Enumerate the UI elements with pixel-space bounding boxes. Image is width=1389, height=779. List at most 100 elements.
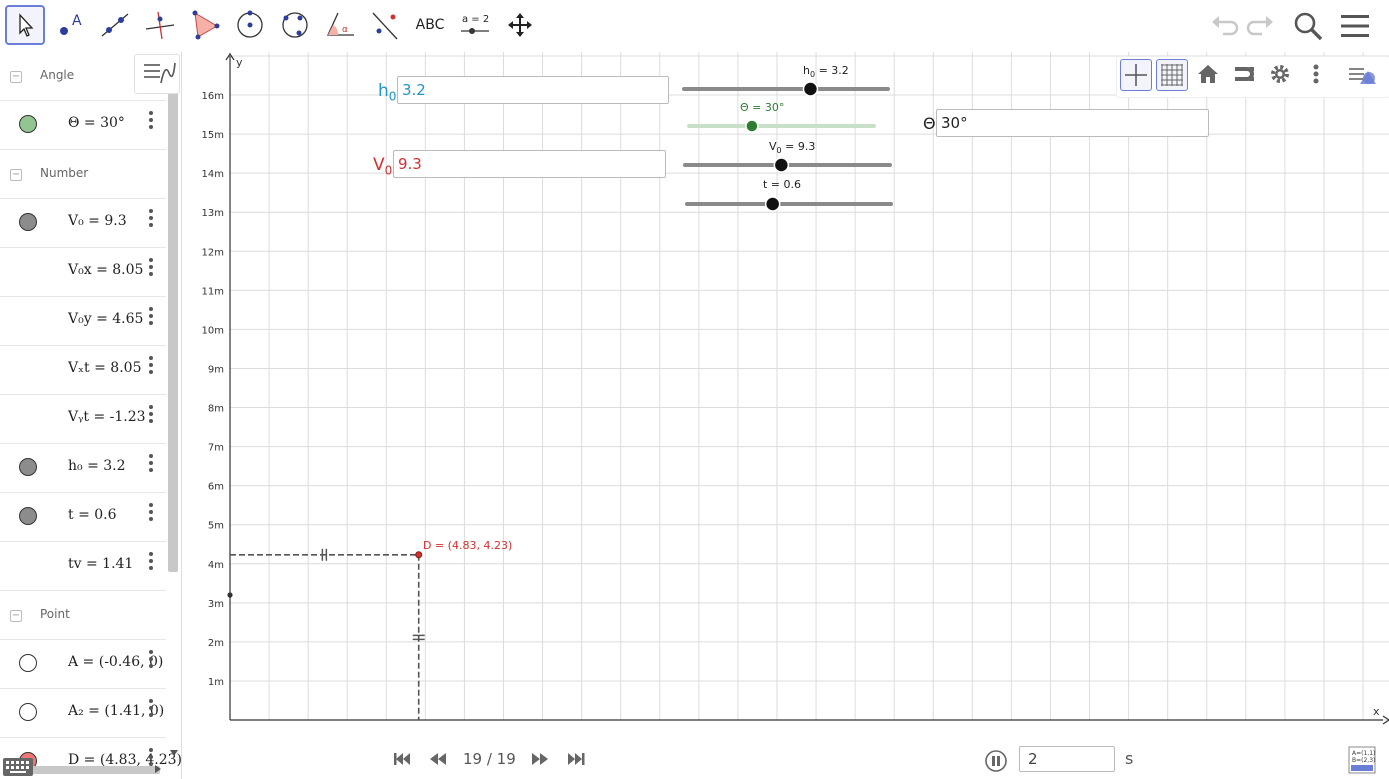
more-options-icon[interactable] [149, 503, 153, 524]
collapse-icon[interactable]: − [10, 169, 22, 181]
visibility-toggle-icon[interactable] [19, 703, 37, 721]
more-options-icon[interactable] [149, 356, 153, 377]
line-tool-button[interactable] [95, 5, 135, 45]
standard-view-button[interactable] [1193, 59, 1225, 91]
algebra-row-v0x[interactable]: V₀x = 8.05 [0, 248, 166, 297]
more-options-icon[interactable] [149, 405, 153, 426]
h0-input-field[interactable]: 3.2 [397, 76, 669, 104]
move-graphics-view-button[interactable] [500, 5, 540, 45]
more-options-icon[interactable] [149, 650, 153, 671]
more-options-icon[interactable] [149, 209, 153, 230]
previous-step-icon[interactable] [428, 750, 448, 768]
visibility-toggle-icon[interactable] [19, 458, 37, 476]
algebra-view: − Angle Θ = 30° − Number V₀ = 9.3 V₀x = … [0, 52, 182, 779]
collapse-icon[interactable]: − [10, 610, 22, 622]
slider-h0-knob [802, 81, 819, 97]
y-tick-label: 6m [208, 482, 224, 493]
algebra-row-A[interactable]: A = (-0.46, 0) [0, 640, 166, 689]
visibility-toggle-icon[interactable] [19, 213, 37, 231]
horizontal-scrollbar[interactable] [10, 766, 160, 774]
algebra-row-theta[interactable]: Θ = 30° [0, 101, 166, 150]
slider-tool-button[interactable]: a = 2 [455, 5, 495, 45]
algebra-row-tv[interactable]: tv = 1.41 [0, 542, 166, 591]
y-tick-label: 7m [208, 443, 224, 454]
visibility-toggle-icon[interactable] [19, 654, 37, 672]
undo-button[interactable] [1208, 10, 1240, 42]
algebra-row-A2[interactable]: A₂ = (1.41, 0) [0, 689, 166, 738]
move-tool-button[interactable] [5, 5, 45, 45]
algebra-view-toggle-button[interactable] [134, 54, 180, 94]
algebra-row-v0[interactable]: V₀ = 9.3 [0, 199, 166, 248]
more-options-icon[interactable] [149, 111, 153, 132]
next-step-icon[interactable] [530, 750, 550, 768]
style-bar-toggle-button[interactable] [1346, 59, 1380, 91]
show-grid-button[interactable] [1156, 59, 1188, 91]
graphics-settings-button[interactable] [1265, 59, 1297, 91]
text-tool-button[interactable]: ABC [410, 5, 450, 45]
point-tool-button[interactable]: A [50, 5, 90, 45]
category-label: Point [40, 607, 70, 621]
algebra-expression: V₀y = 4.65 [68, 311, 144, 327]
line-icon [101, 13, 129, 37]
y-axis-arrow [225, 52, 235, 61]
x-axis-arrow [1382, 715, 1389, 725]
polygon-tool-button[interactable] [185, 5, 225, 45]
circle-tool-button[interactable] [230, 5, 270, 45]
more-options-icon[interactable] [149, 307, 153, 328]
more-options-icon[interactable] [149, 454, 153, 475]
v0-input-field[interactable]: 9.3 [393, 150, 666, 178]
redo-button[interactable] [1245, 10, 1277, 42]
animation-bar: 19 / 19 2 s A=(1,1) B=(2,3) [188, 740, 1389, 779]
algebra-row-h0[interactable]: h₀ = 3.2 [0, 444, 166, 493]
axes-icon [1125, 64, 1147, 86]
visibility-toggle-icon[interactable] [19, 507, 37, 525]
scroll-down-arrow-icon[interactable] [168, 748, 180, 758]
graphics-view[interactable]: xy 01m2m3m4m5m6m7m8m9m10m11m12m13m14m15m… [188, 52, 1389, 728]
algebra-row-v0y[interactable]: V₀y = 4.65 [0, 297, 166, 346]
reflect-about-line-icon [372, 12, 398, 40]
angle-icon: α [326, 12, 354, 36]
point-capturing-button[interactable] [1229, 59, 1261, 91]
main-menu-button[interactable] [1339, 10, 1371, 42]
redo-icon [1246, 16, 1273, 36]
scroll-right-arrow-icon[interactable] [153, 763, 163, 775]
category-angle[interactable]: − Angle [0, 52, 166, 101]
more-options-icon[interactable] [149, 748, 153, 769]
grid-icon [1161, 64, 1183, 86]
last-step-icon[interactable] [566, 750, 586, 768]
perpendicular-line-tool-button[interactable] [140, 5, 180, 45]
slider-theta-knob [745, 119, 759, 133]
point-icon: A [60, 13, 82, 35]
more-style-options-button[interactable] [1306, 61, 1326, 89]
algebra-row-vxt[interactable]: Vₓt = 8.05 [0, 346, 166, 395]
slider-t-knob [764, 196, 781, 212]
visibility-toggle-icon[interactable] [19, 115, 37, 133]
category-number[interactable]: − Number [0, 150, 166, 199]
keyboard-icon[interactable] [2, 756, 34, 778]
collapse-icon[interactable]: − [10, 71, 22, 83]
y-tick-label: 11m [202, 286, 224, 297]
svg-text:B=(2,3): B=(2,3) [1352, 757, 1375, 764]
home-icon [1198, 65, 1218, 83]
y-tick-label: 15m [202, 130, 224, 141]
table-of-values-icon[interactable]: A=(1,1)B=(2,3) [1348, 746, 1376, 774]
reflect-tool-button[interactable] [365, 5, 405, 45]
y-tick-label: 9m [208, 364, 224, 375]
conic-tool-button[interactable] [275, 5, 315, 45]
more-options-icon[interactable] [149, 699, 153, 720]
show-axes-button[interactable] [1120, 59, 1152, 91]
point-d [415, 551, 423, 559]
pause-icon[interactable] [985, 750, 1007, 772]
more-options-icon[interactable] [149, 552, 153, 573]
algebra-row-t[interactable]: t = 0.6 [0, 493, 166, 542]
algebra-scrollbar[interactable] [168, 92, 178, 572]
algebra-row-vyt[interactable]: Vᵧt = -1.23 [0, 395, 166, 444]
angle-tool-button[interactable]: α [320, 5, 360, 45]
theta-input-field[interactable]: 30° [936, 109, 1209, 137]
category-point[interactable]: − Point [0, 591, 166, 640]
toolbar: A α ABC a = 2 [0, 0, 1389, 52]
animation-step-input[interactable]: 2 [1019, 746, 1115, 772]
more-options-icon[interactable] [149, 258, 153, 279]
first-step-icon[interactable] [392, 750, 412, 768]
search-button[interactable] [1292, 10, 1324, 42]
